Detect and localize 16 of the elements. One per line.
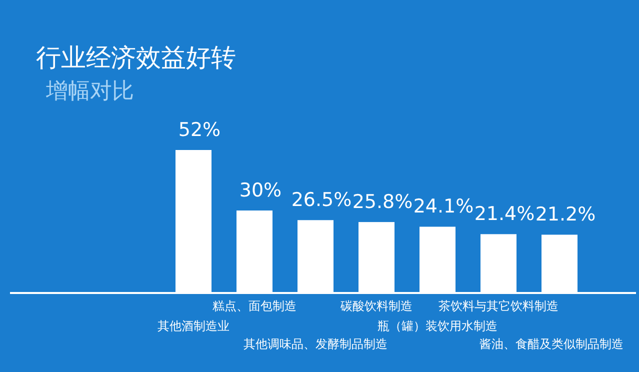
data-label: 26.5% [291,189,352,212]
x-tick-label: 其他调味品、发酵制品制造 [244,337,388,351]
x-tick-label: 碳酸饮料制造 [340,299,412,313]
data-label: 25.8% [352,191,413,214]
x-tick-label: 糕点、面包制造 [212,299,296,313]
x-tick-label: 酱油、食醋及类似制品制造 [480,337,624,351]
subtitle: 增幅对比 [46,79,134,104]
x-tick-label: 其他酒制造业 [158,319,230,333]
data-label: 30% [239,180,282,202]
data-label: 24.1% [413,196,474,218]
x-tick-label: 茶饮料与其它饮料制造 [438,299,558,313]
data-label: 21.2% [535,204,596,226]
x-tick-label: 瓶（罐）装饮用水制造 [378,319,498,333]
data-label: 21.4% [474,203,535,226]
data-label: 52% [178,119,221,141]
title: 行业经济效益好转 [36,43,236,72]
